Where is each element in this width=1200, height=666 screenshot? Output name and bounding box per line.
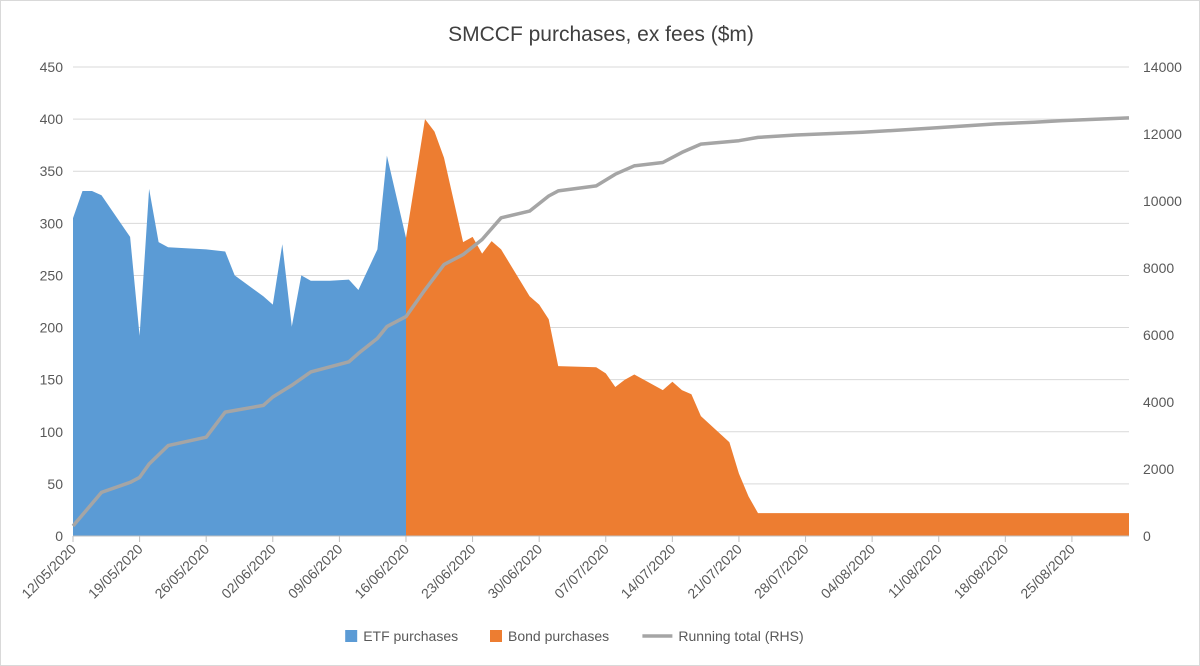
x-tick-label: 26/05/2020 bbox=[151, 541, 212, 602]
y2-tick-label: 4000 bbox=[1143, 394, 1174, 410]
y-tick-label: 300 bbox=[40, 215, 64, 231]
legend: ETF purchases Bond purchases Running total… bbox=[345, 628, 804, 644]
y-tick-label: 400 bbox=[40, 111, 64, 127]
legend-label: Running total (RHS) bbox=[678, 628, 803, 644]
x-tick-label: 12/05/2020 bbox=[18, 541, 79, 602]
x-tick-label: 02/06/2020 bbox=[218, 541, 279, 602]
plot-lines bbox=[71, 116, 1130, 528]
x-tick-label: 23/06/2020 bbox=[418, 541, 479, 602]
series-line-running-total bbox=[71, 116, 1130, 528]
y2-tick-label: 8000 bbox=[1143, 260, 1174, 276]
x-tick-label: 11/08/2020 bbox=[885, 541, 945, 601]
y-tick-label: 100 bbox=[40, 424, 64, 440]
series-area-etf-purchases bbox=[73, 155, 768, 536]
x-tick-label: 14/07/2020 bbox=[618, 541, 679, 602]
y-tick-label: 0 bbox=[55, 528, 63, 544]
y2-tick-label: 2000 bbox=[1143, 461, 1174, 477]
legend-swatch bbox=[345, 630, 358, 642]
legend-label: Bond purchases bbox=[508, 628, 609, 644]
series-area-bond-purchases bbox=[406, 119, 1129, 536]
x-tick-label: 04/08/2020 bbox=[817, 541, 878, 602]
y2-tick-label: 12000 bbox=[1143, 126, 1182, 142]
chart-title: SMCCF purchases, ex fees ($m) bbox=[448, 23, 754, 46]
x-tick-label: 09/06/2020 bbox=[285, 541, 346, 602]
x-tick-label: 19/05/2020 bbox=[85, 541, 146, 602]
x-tick-label: 07/07/2020 bbox=[551, 541, 612, 602]
x-tick-label: 21/07/2020 bbox=[684, 541, 745, 602]
y2-tick-label: 14000 bbox=[1143, 59, 1182, 75]
x-tick-label: 16/06/2020 bbox=[351, 541, 412, 602]
x-tick-label: 28/07/2020 bbox=[751, 541, 812, 602]
y-tick-label: 350 bbox=[40, 163, 64, 179]
y-tick-label: 200 bbox=[40, 320, 64, 336]
y2-tick-label: 6000 bbox=[1143, 327, 1174, 343]
y2-tick-label: 10000 bbox=[1143, 193, 1182, 209]
x-tick-label: 25/08/2020 bbox=[1017, 541, 1078, 602]
x-tick-label: 18/08/2020 bbox=[951, 541, 1012, 602]
y2-tick-label: 0 bbox=[1143, 528, 1151, 544]
legend-swatch bbox=[490, 630, 502, 642]
legend-label: ETF purchases bbox=[363, 628, 458, 644]
plot-areas bbox=[73, 119, 1129, 536]
x-tick-label: 30/06/2020 bbox=[484, 541, 545, 602]
y-tick-label: 50 bbox=[47, 476, 63, 492]
y-tick-label: 250 bbox=[40, 267, 64, 283]
y-tick-label: 150 bbox=[40, 372, 64, 388]
y-tick-label: 450 bbox=[40, 59, 64, 75]
